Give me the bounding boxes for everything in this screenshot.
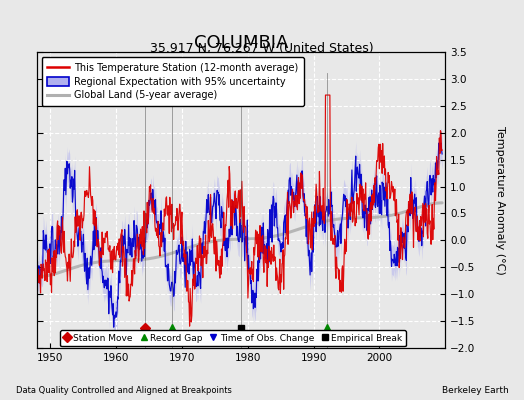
Text: Data Quality Controlled and Aligned at Breakpoints: Data Quality Controlled and Aligned at B… bbox=[16, 386, 232, 395]
Text: 35.917 N, 76.267 W (United States): 35.917 N, 76.267 W (United States) bbox=[150, 42, 374, 55]
Y-axis label: Temperature Anomaly (°C): Temperature Anomaly (°C) bbox=[495, 126, 505, 274]
Text: Berkeley Earth: Berkeley Earth bbox=[442, 386, 508, 395]
Title: COLUMBIA: COLUMBIA bbox=[194, 34, 288, 52]
Legend: Station Move, Record Gap, Time of Obs. Change, Empirical Break: Station Move, Record Gap, Time of Obs. C… bbox=[60, 330, 406, 346]
